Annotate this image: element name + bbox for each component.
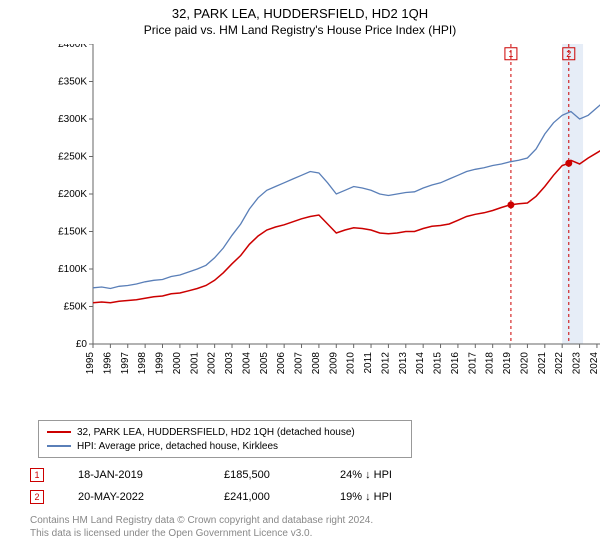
- svg-text:£100K: £100K: [58, 264, 87, 275]
- svg-text:2013: 2013: [398, 352, 409, 375]
- transaction-table: 1 18-JAN-2019£185,50024% ↓ HPI 2 20-MAY-202…: [30, 464, 574, 508]
- svg-text:1999: 1999: [155, 352, 166, 375]
- svg-text:2007: 2007: [294, 352, 305, 375]
- svg-text:2020: 2020: [519, 352, 530, 375]
- legend-swatch: [47, 445, 71, 447]
- svg-text:2016: 2016: [450, 352, 461, 375]
- svg-text:2004: 2004: [241, 352, 252, 375]
- svg-text:£300K: £300K: [58, 114, 87, 125]
- legend-item: 32, PARK LEA, HUDDERSFIELD, HD2 1QH (det…: [47, 425, 403, 439]
- legend-label: 32, PARK LEA, HUDDERSFIELD, HD2 1QH (det…: [77, 427, 355, 438]
- legend-label: HPI: Average price, detached house, Kirk…: [77, 441, 278, 452]
- svg-text:£50K: £50K: [64, 302, 88, 313]
- svg-text:2018: 2018: [485, 352, 496, 375]
- svg-text:£0: £0: [76, 339, 88, 350]
- transaction-pct: 19% ↓ HPI: [340, 491, 480, 503]
- svg-text:2021: 2021: [537, 352, 548, 375]
- svg-text:2022: 2022: [554, 352, 565, 375]
- svg-text:2011: 2011: [363, 352, 374, 374]
- svg-text:2005: 2005: [259, 352, 270, 375]
- attribution: Contains HM Land Registry data © Crown c…: [30, 514, 373, 540]
- svg-text:2014: 2014: [415, 352, 426, 375]
- transaction-row: 2 20-MAY-2022£241,00019% ↓ HPI: [30, 486, 574, 508]
- svg-text:2019: 2019: [502, 352, 513, 375]
- transaction-row: 1 18-JAN-2019£185,50024% ↓ HPI: [30, 464, 574, 486]
- transaction-date: 20-MAY-2022: [78, 491, 224, 503]
- chart-subtitle: Price paid vs. HM Land Registry's House …: [0, 23, 600, 37]
- legend: 32, PARK LEA, HUDDERSFIELD, HD2 1QH (det…: [38, 420, 412, 458]
- transaction-price: £241,000: [224, 491, 340, 503]
- chart-title: 32, PARK LEA, HUDDERSFIELD, HD2 1QH: [0, 6, 600, 21]
- svg-text:2000: 2000: [172, 352, 183, 375]
- attribution-line2: This data is licensed under the Open Gov…: [30, 527, 373, 540]
- legend-swatch: [47, 431, 71, 433]
- svg-text:1998: 1998: [137, 352, 148, 375]
- svg-text:1997: 1997: [120, 352, 131, 375]
- svg-text:2023: 2023: [572, 352, 583, 375]
- transaction-pct: 24% ↓ HPI: [340, 469, 480, 481]
- svg-text:2003: 2003: [224, 352, 235, 375]
- svg-text:2012: 2012: [380, 352, 391, 375]
- svg-text:2008: 2008: [311, 352, 322, 375]
- transaction-price: £185,500: [224, 469, 340, 481]
- svg-text:£200K: £200K: [58, 189, 87, 200]
- svg-text:2001: 2001: [189, 352, 200, 375]
- svg-text:2015: 2015: [433, 352, 444, 375]
- svg-text:2009: 2009: [328, 352, 339, 375]
- svg-text:£400K: £400K: [58, 44, 87, 50]
- svg-text:1: 1: [508, 49, 513, 59]
- svg-text:1995: 1995: [85, 352, 96, 375]
- svg-text:1996: 1996: [102, 352, 113, 375]
- transaction-marker-icon: 2: [30, 490, 44, 504]
- svg-text:2017: 2017: [467, 352, 478, 375]
- svg-text:2006: 2006: [276, 352, 287, 375]
- legend-item: HPI: Average price, detached house, Kirk…: [47, 439, 403, 453]
- chart-area: £0 £50K £100K £150K £200K £250K £300K £350K £400…: [44, 44, 584, 384]
- svg-text:2002: 2002: [207, 352, 218, 375]
- attribution-line1: Contains HM Land Registry data © Crown c…: [30, 514, 373, 527]
- svg-text:2010: 2010: [346, 352, 357, 375]
- transaction-marker-icon: 1: [30, 468, 44, 482]
- svg-text:2024: 2024: [589, 352, 600, 375]
- transaction-date: 18-JAN-2019: [78, 469, 224, 481]
- svg-text:2: 2: [566, 49, 571, 59]
- svg-text:£150K: £150K: [58, 227, 87, 238]
- svg-text:£350K: £350K: [58, 77, 87, 88]
- svg-text:£250K: £250K: [58, 152, 87, 163]
